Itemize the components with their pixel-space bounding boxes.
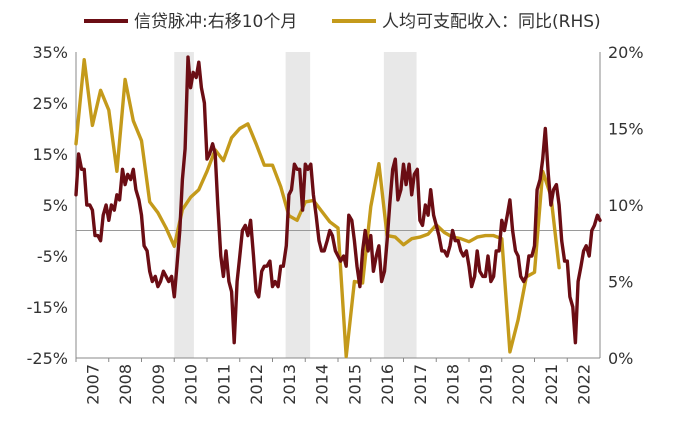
- legend: 信贷脉冲:右移10个月 人均可支配收入：同比(RHS): [84, 12, 601, 32]
- x-tick-label: 2015: [345, 364, 364, 405]
- series-line-income-growth: [74, 58, 561, 359]
- x-tick-label: 2011: [214, 364, 233, 405]
- left-tick-label: 25%: [32, 94, 68, 113]
- left-tick-label: -15%: [27, 298, 68, 317]
- x-tick-label: 2012: [247, 364, 266, 405]
- left-tick-label: -5%: [37, 247, 68, 266]
- right-tick-label: 0%: [608, 349, 633, 368]
- x-tick-label: 2018: [444, 364, 463, 405]
- right-tick-label: 5%: [608, 273, 633, 292]
- right-tick-label: 15%: [608, 120, 644, 139]
- right-tick-label: 20%: [608, 43, 644, 62]
- left-tick-label: -25%: [27, 349, 68, 368]
- x-tick-label: 2022: [575, 364, 594, 405]
- x-tick-label: 2007: [83, 364, 102, 405]
- shaded-periods: [174, 52, 417, 358]
- left-tick-label: 15%: [32, 145, 68, 164]
- x-tick-label: 2008: [116, 364, 135, 405]
- legend-label-credit-impulse: 信贷脉冲:右移10个月: [134, 12, 297, 32]
- left-tick-label: 35%: [32, 43, 68, 62]
- x-axis-tick-labels: 2007 2008 2009 2010 2011 2012 2013 2014 2015 2016…: [75, 358, 594, 405]
- left-tick-label: 5%: [43, 196, 68, 215]
- right-axis-tick-labels: 0% 5% 10% 15% 20%: [608, 43, 644, 368]
- x-tick-label: 2016: [378, 364, 397, 405]
- x-tick-label: 2017: [411, 364, 430, 405]
- x-tick-label: 2019: [476, 364, 495, 405]
- x-tick-label: 2021: [542, 364, 561, 405]
- x-tick-label: 2010: [182, 364, 201, 405]
- x-tick-label: 2013: [280, 364, 299, 405]
- series-lines: [74, 55, 602, 359]
- axes: [75, 52, 601, 359]
- x-tick-label: 2020: [509, 364, 528, 405]
- legend-label-income-growth: 人均可支配收入：同比(RHS): [382, 12, 601, 32]
- left-axis-tick-labels: -25% -15% -5% 5% 15% 25% 35%: [27, 43, 68, 368]
- x-tick-label: 2014: [313, 364, 332, 405]
- series-line-credit-impulse: [74, 55, 602, 345]
- right-tick-label: 10%: [608, 196, 644, 215]
- x-tick-label: 2009: [149, 364, 168, 405]
